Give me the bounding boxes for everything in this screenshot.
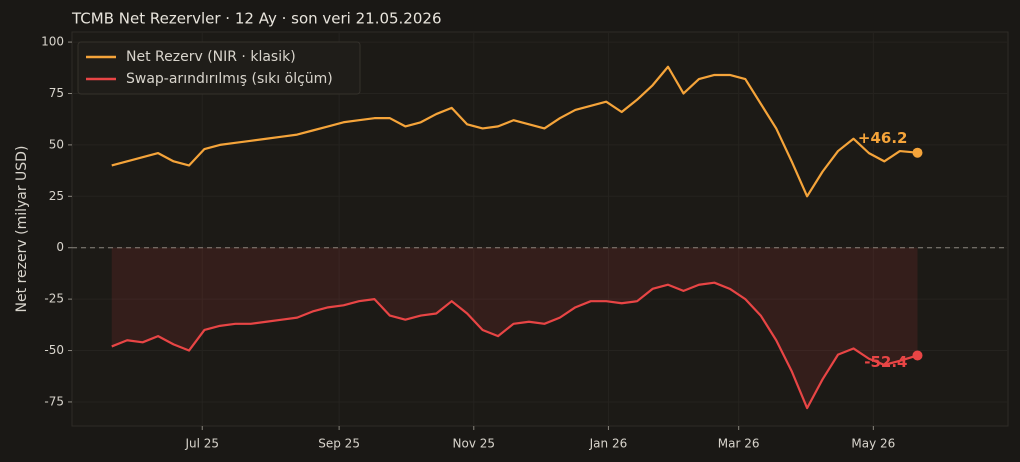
plot-area xyxy=(71,31,1009,427)
legend: Net Rezerv (NIR · klasik) Swap-arındırılm… xyxy=(77,41,361,95)
end-point xyxy=(912,350,923,361)
x-tick-label: Jan 26 xyxy=(589,437,628,451)
legend-label: Swap-arındırılmış (sıkı ölçüm) xyxy=(126,71,333,87)
legend-label: Net Rezerv (NIR · klasik) xyxy=(126,49,296,65)
line xyxy=(111,281,918,410)
area xyxy=(111,247,918,409)
x-tick-label: Nov 25 xyxy=(453,437,496,451)
x-tick-label: Sep 25 xyxy=(318,437,360,451)
line xyxy=(111,65,918,198)
y-tick-label: 50 xyxy=(49,137,64,151)
y-tick-label: -75 xyxy=(44,394,64,408)
y-tick-label: 100 xyxy=(41,35,64,49)
legend-box xyxy=(77,41,361,95)
y-tick-label: 0 xyxy=(56,240,64,254)
y-tick-label: 75 xyxy=(49,86,64,100)
y-axis-label: Net rezerv (milyar USD) xyxy=(14,146,30,313)
x-tick-label: May 26 xyxy=(851,437,895,451)
x-tick-label: Jul 25 xyxy=(184,437,219,451)
y-tick-label: -25 xyxy=(44,292,64,306)
x-tick-label: Mar 26 xyxy=(718,437,760,451)
chart-title: TCMB Net Rezervler · 12 Ay · son veri 21… xyxy=(71,10,442,28)
value-label: -52.4 xyxy=(864,353,907,371)
end-point xyxy=(912,147,923,158)
value-label: +46.2 xyxy=(858,129,908,147)
y-tick-label: -50 xyxy=(44,343,64,357)
y-tick-label: 25 xyxy=(49,189,64,203)
